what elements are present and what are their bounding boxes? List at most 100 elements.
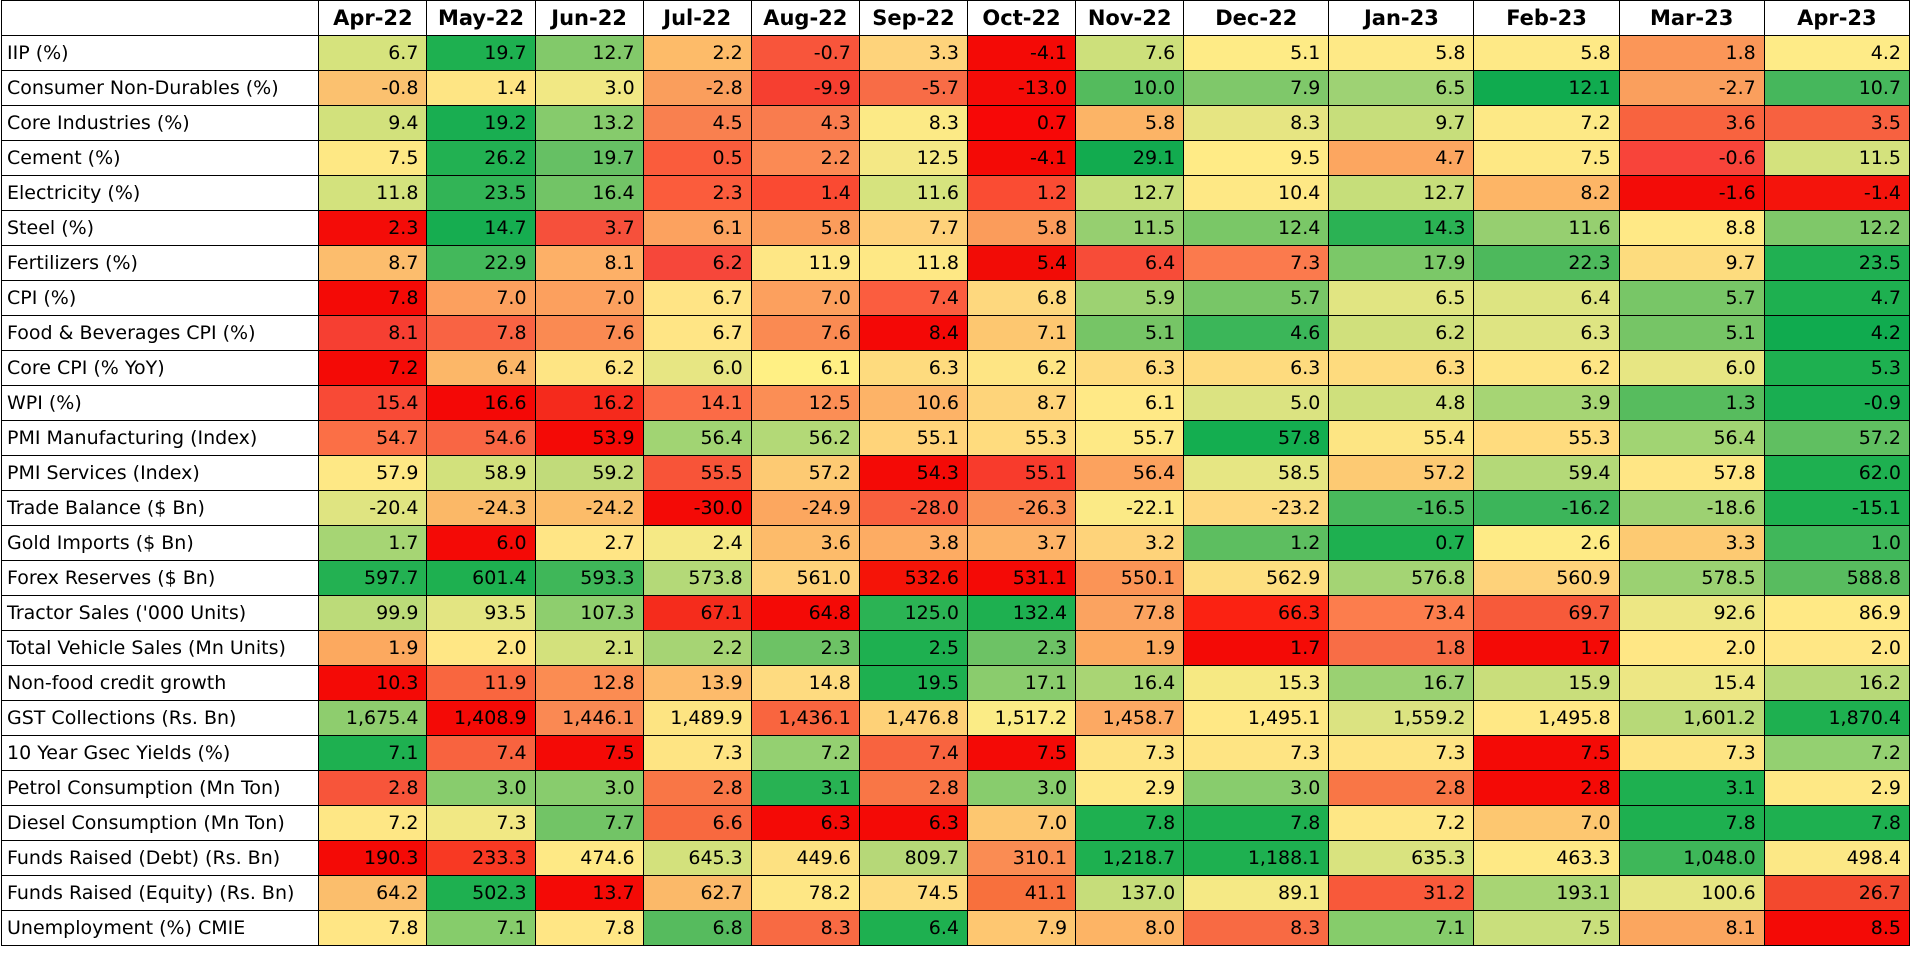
heatmap-cell: 6.2 [966, 350, 1077, 386]
heatmap-cell: 532.6 [858, 560, 968, 596]
heatmap-cell: -15.1 [1763, 490, 1911, 526]
row-label: Unemployment (%) CMIE [0, 910, 320, 946]
heatmap-cell: 502.3 [426, 875, 536, 911]
heatmap-cell: 1,218.7 [1075, 840, 1185, 876]
heatmap-cell: 54.6 [426, 420, 536, 456]
heatmap-cell: 8.1 [534, 245, 644, 281]
heatmap-cell: 15.4 [1618, 665, 1765, 701]
heatmap-cell: 310.1 [966, 840, 1077, 876]
table-row: Funds Raised (Equity) (Rs. Bn) 64.2 502.3 1… [0, 875, 1911, 911]
heatmap-cell: 62.0 [1763, 455, 1911, 491]
heatmap-cell: 57.9 [318, 455, 428, 491]
heatmap-cell: 5.7 [1183, 280, 1330, 316]
heatmap-cell: 3.3 [858, 35, 968, 71]
heatmap-cell: 6.1 [750, 350, 860, 386]
heatmap-cell: 11.6 [1473, 210, 1620, 246]
heatmap-cell: 3.1 [1618, 770, 1765, 806]
heatmap-cell: 4.6 [1183, 315, 1330, 351]
heatmap-cell: 57.8 [1183, 420, 1330, 456]
row-label: Steel (%) [0, 210, 320, 246]
heatmap-cell: 7.3 [642, 735, 752, 771]
heatmap-cell: 7.1 [966, 315, 1077, 351]
heatmap-cell: 1.8 [1328, 630, 1475, 666]
heatmap-cell: 15.3 [1183, 665, 1330, 701]
heatmap-cell: 6.8 [642, 910, 752, 946]
heatmap-cell: 6.4 [426, 350, 536, 386]
heatmap-cell: 19.7 [426, 35, 536, 71]
heatmap-cell: 3.6 [750, 525, 860, 561]
table-row: WPI (%) 15.4 16.6 16.2 14.1 12.5 10.6 8.7 6.1 5.0… [0, 385, 1911, 421]
heatmap-cell: -5.7 [858, 70, 968, 106]
heatmap-cell: 6.0 [642, 350, 752, 386]
heatmap-cell: 7.8 [1075, 805, 1185, 841]
heatmap-cell: 449.6 [750, 840, 860, 876]
heatmap-cell: 107.3 [534, 595, 644, 631]
heatmap-cell: 8.7 [966, 385, 1077, 421]
heatmap-cell: 7.5 [318, 140, 428, 176]
heatmap-cell: 597.7 [318, 560, 428, 596]
column-header: Jul-22 [642, 0, 752, 36]
heatmap-cell: -18.6 [1618, 490, 1765, 526]
heatmap-cell: 1,870.4 [1763, 700, 1911, 736]
heatmap-cell: 1,048.0 [1618, 840, 1765, 876]
heatmap-cell: 7.2 [318, 805, 428, 841]
heatmap-cell: 6.2 [1473, 350, 1620, 386]
heatmap-cell: 1,188.1 [1183, 840, 1330, 876]
heatmap-cell: 64.8 [750, 595, 860, 631]
heatmap-cell: 3.9 [1473, 385, 1620, 421]
row-label: Total Vehicle Sales (Mn Units) [0, 630, 320, 666]
heatmap-cell: 4.3 [750, 105, 860, 141]
heatmap-cell: 5.0 [1183, 385, 1330, 421]
heatmap-cell: 1.4 [750, 175, 860, 211]
heatmap-cell: 1,489.9 [642, 700, 752, 736]
heatmap-cell: 6.6 [642, 805, 752, 841]
heatmap-cell: 59.2 [534, 455, 644, 491]
heatmap-cell: 7.5 [1473, 910, 1620, 946]
heatmap-cell: 7.0 [1473, 805, 1620, 841]
heatmap-cell: 11.9 [750, 245, 860, 281]
heatmap-cell: 0.5 [642, 140, 752, 176]
heatmap-cell: 3.2 [1075, 525, 1185, 561]
heatmap-cell: 6.4 [858, 910, 968, 946]
row-label: Forex Reserves ($ Bn) [0, 560, 320, 596]
row-label: PMI Services (Index) [0, 455, 320, 491]
heatmap-cell: 10.7 [1763, 70, 1911, 106]
heatmap-cell: -4.1 [966, 35, 1077, 71]
heatmap-cell: 14.1 [642, 385, 752, 421]
heatmap-cell: 54.7 [318, 420, 428, 456]
heatmap-cell: 6.4 [1075, 245, 1185, 281]
heatmap-cell: 54.3 [858, 455, 968, 491]
row-label: Tractor Sales ('000 Units) [0, 595, 320, 631]
heatmap-cell: -9.9 [750, 70, 860, 106]
row-label: GST Collections (Rs. Bn) [0, 700, 320, 736]
table-row: PMI Manufacturing (Index) 54.7 54.6 53.9 56.… [0, 420, 1911, 456]
heatmap-cell: 8.0 [1075, 910, 1185, 946]
heatmap-cell: 4.2 [1763, 35, 1911, 71]
heatmap-cell: -28.0 [858, 490, 968, 526]
heatmap-cell: 3.6 [1618, 105, 1765, 141]
heatmap-cell: -2.7 [1618, 70, 1765, 106]
heatmap-cell: 7.0 [426, 280, 536, 316]
heatmap-cell: 12.7 [1075, 175, 1185, 211]
heatmap-cell: 1,476.8 [858, 700, 968, 736]
table-body: IIP (%) 6.7 19.7 12.7 2.2 -0.7 3.3 -4.1 7.6 5.1 5.… [0, 35, 1911, 946]
heatmap-cell: 7.5 [1473, 140, 1620, 176]
heatmap-cell: 13.9 [642, 665, 752, 701]
heatmap-cell: 6.7 [642, 280, 752, 316]
heatmap-cell: 77.8 [1075, 595, 1185, 631]
heatmap-cell: 1,675.4 [318, 700, 428, 736]
heatmap-cell: 7.5 [534, 735, 644, 771]
heatmap-cell: 1.0 [1763, 525, 1911, 561]
heatmap-cell: 5.8 [1075, 105, 1185, 141]
heatmap-cell: 11.5 [1075, 210, 1185, 246]
heatmap-cell: 11.8 [858, 245, 968, 281]
heatmap-cell: 809.7 [858, 840, 968, 876]
heatmap-cell: -24.9 [750, 490, 860, 526]
heatmap-cell: 17.9 [1328, 245, 1475, 281]
heatmap-cell: 12.4 [1183, 210, 1330, 246]
column-header: Mar-23 [1618, 0, 1765, 36]
heatmap-cell: 26.7 [1763, 875, 1911, 911]
table-row: Diesel Consumption (Mn Ton) 7.2 7.3 7.7 6.6 6… [0, 805, 1911, 841]
heatmap-cell: 2.9 [1763, 770, 1911, 806]
